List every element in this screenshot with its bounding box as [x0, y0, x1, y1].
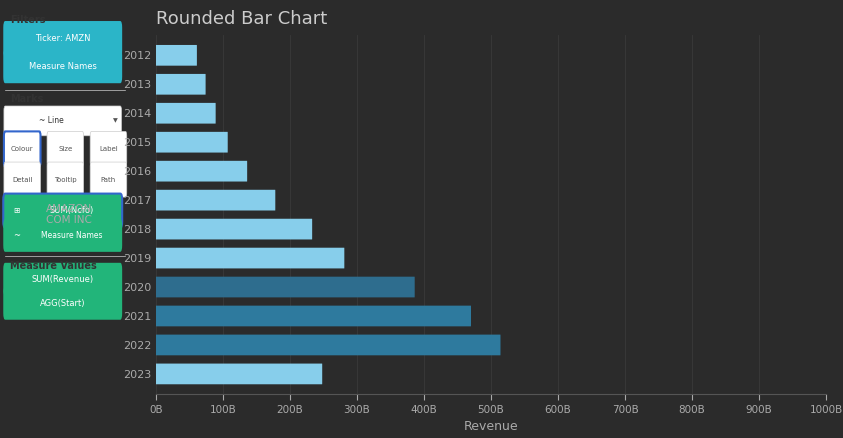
FancyBboxPatch shape — [156, 132, 228, 152]
FancyBboxPatch shape — [156, 45, 197, 66]
Text: SUM(Revenue): SUM(Revenue) — [32, 275, 94, 284]
Text: Path: Path — [101, 177, 116, 183]
FancyBboxPatch shape — [47, 131, 83, 166]
FancyBboxPatch shape — [3, 49, 122, 83]
FancyBboxPatch shape — [156, 277, 415, 297]
FancyBboxPatch shape — [4, 131, 40, 166]
FancyBboxPatch shape — [3, 219, 122, 252]
FancyBboxPatch shape — [156, 103, 216, 124]
Text: Measure Values: Measure Values — [10, 261, 97, 271]
FancyBboxPatch shape — [4, 162, 40, 197]
Text: SUM(Ncfo): SUM(Ncfo) — [50, 206, 94, 215]
Text: Marks: Marks — [10, 94, 44, 104]
FancyBboxPatch shape — [3, 263, 122, 296]
FancyBboxPatch shape — [156, 161, 247, 181]
FancyBboxPatch shape — [156, 248, 344, 268]
Text: ~ Line: ~ Line — [39, 117, 64, 125]
FancyBboxPatch shape — [3, 21, 122, 57]
Text: Ticker: AMZN: Ticker: AMZN — [35, 35, 90, 43]
FancyBboxPatch shape — [156, 306, 471, 326]
Text: Measure Names: Measure Names — [29, 62, 97, 71]
Text: Label: Label — [99, 146, 118, 152]
FancyBboxPatch shape — [156, 335, 501, 355]
Text: Filters: Filters — [10, 15, 46, 25]
FancyBboxPatch shape — [90, 131, 126, 166]
Y-axis label: AMAZON
COM INC: AMAZON COM INC — [46, 204, 92, 226]
FancyBboxPatch shape — [3, 194, 122, 228]
Text: ~: ~ — [13, 231, 20, 240]
FancyBboxPatch shape — [156, 219, 312, 240]
Text: Detail: Detail — [12, 177, 33, 183]
FancyBboxPatch shape — [156, 190, 276, 211]
Text: Rounded Bar Chart: Rounded Bar Chart — [156, 10, 327, 28]
Text: ▼: ▼ — [113, 118, 117, 124]
FancyBboxPatch shape — [47, 162, 83, 197]
Text: ⊞: ⊞ — [13, 206, 19, 215]
Text: Measure Names: Measure Names — [41, 231, 103, 240]
X-axis label: Revenue: Revenue — [464, 420, 518, 433]
FancyBboxPatch shape — [156, 364, 322, 384]
Text: Tooltip: Tooltip — [54, 177, 77, 183]
FancyBboxPatch shape — [156, 74, 206, 95]
FancyBboxPatch shape — [90, 162, 126, 197]
Text: Colour: Colour — [11, 146, 34, 152]
FancyBboxPatch shape — [3, 287, 122, 320]
Text: Size: Size — [58, 146, 72, 152]
Text: AGG(Start): AGG(Start) — [40, 299, 85, 308]
FancyBboxPatch shape — [4, 106, 121, 136]
